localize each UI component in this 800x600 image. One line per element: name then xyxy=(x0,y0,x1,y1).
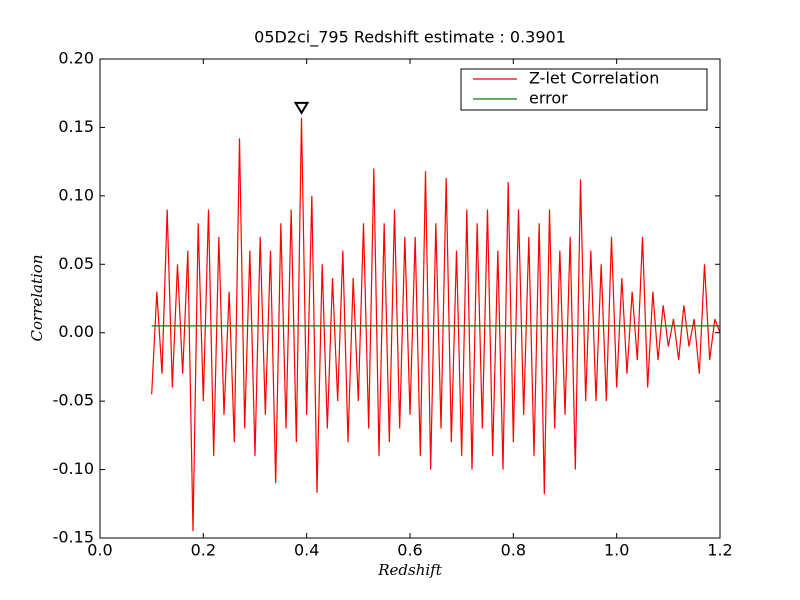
y-tick-label: 0.20 xyxy=(58,49,94,68)
y-tick-label: 0.05 xyxy=(58,254,94,273)
x-tick-label: 0.2 xyxy=(191,541,216,560)
chart-title: 05D2ci_795 Redshift estimate : 0.3901 xyxy=(254,28,566,48)
y-axis-label: Correlation xyxy=(28,255,46,342)
y-tick-label: -0.10 xyxy=(53,459,94,478)
x-tick-label: 0.8 xyxy=(501,541,526,560)
x-tick-label: 0.4 xyxy=(294,541,319,560)
y-tick-label: -0.15 xyxy=(53,528,94,547)
x-tick-label: 0.0 xyxy=(87,541,112,560)
legend-label: error xyxy=(529,89,568,108)
x-tick-label: 1.2 xyxy=(707,541,732,560)
peak-marker xyxy=(293,101,310,115)
y-tick-label: 0.10 xyxy=(58,185,94,204)
legend-label: Z-let Correlation xyxy=(529,69,659,88)
y-tick-label: -0.05 xyxy=(53,391,94,410)
y-tick-label: 0.00 xyxy=(58,322,94,341)
series-line xyxy=(151,117,721,532)
x-tick-label: 0.6 xyxy=(397,541,422,560)
x-tick-label: 1.0 xyxy=(604,541,629,560)
legend-box xyxy=(460,68,708,111)
x-axis-label: Redshift xyxy=(377,561,442,579)
y-tick-label: 0.15 xyxy=(58,117,94,136)
